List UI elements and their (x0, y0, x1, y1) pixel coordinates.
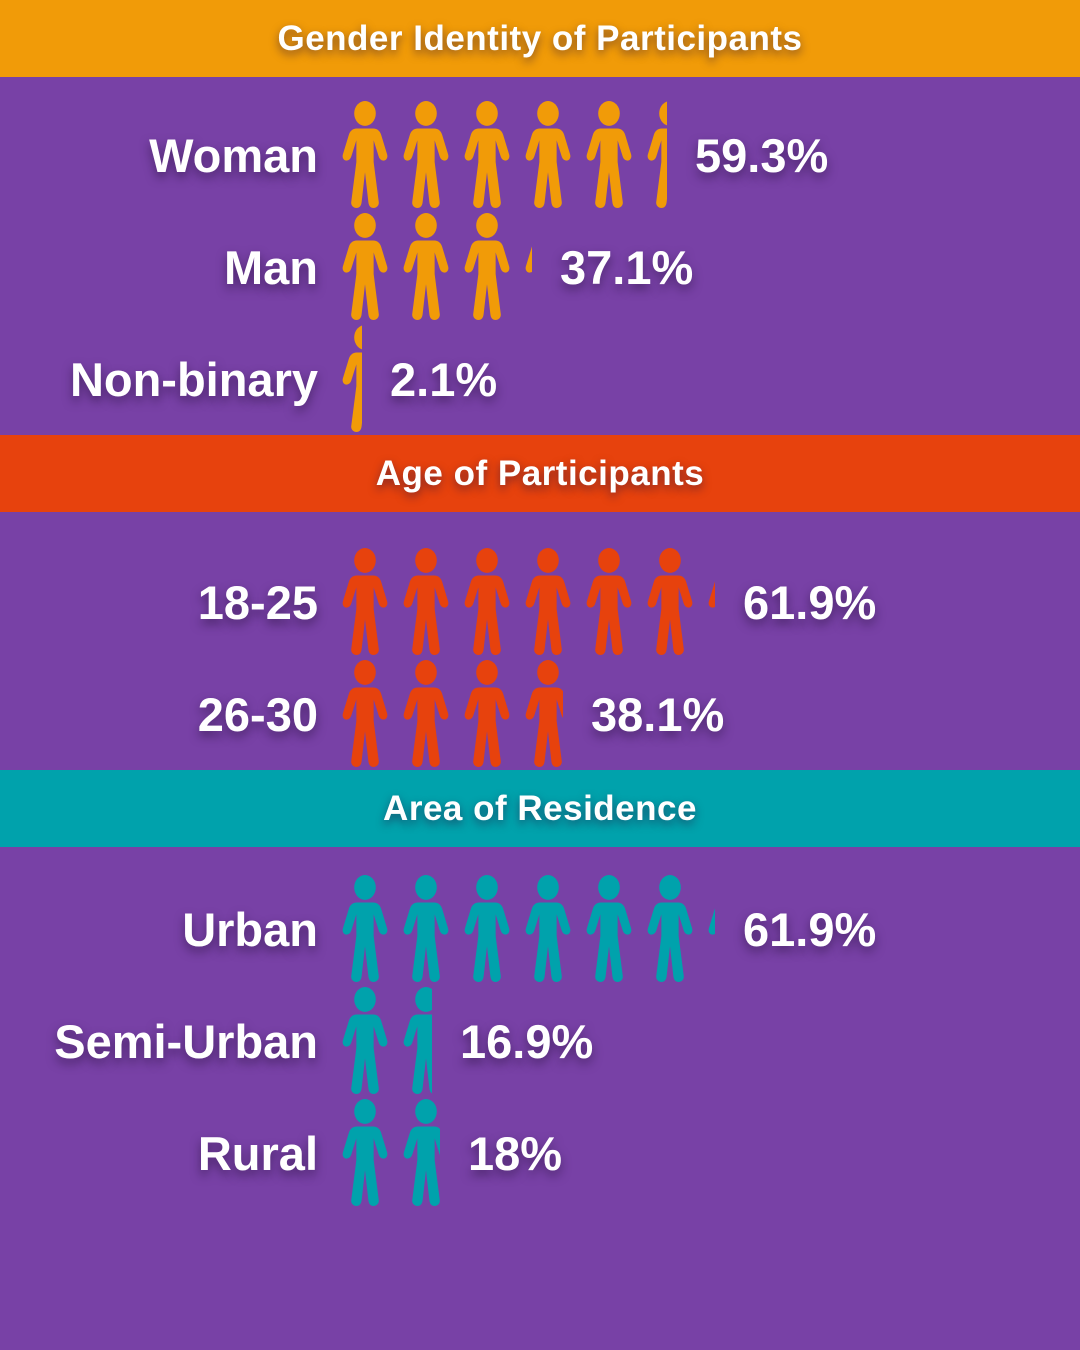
section-header-gender: Gender Identity of Participants (0, 0, 1080, 77)
person-icon-partial (399, 987, 432, 1095)
row-label: 26-30 (197, 687, 318, 741)
pictogram-icons (338, 987, 432, 1095)
section-header-area: Area of Residence (0, 770, 1080, 847)
row-label: 18-25 (197, 575, 318, 629)
pictogram-row-18-25: 18-25 61.9% (0, 546, 1080, 658)
person-icon-partial (521, 660, 563, 768)
person-icon (460, 101, 514, 209)
section-header-age: Age of Participants (0, 435, 1080, 512)
person-icon (582, 548, 636, 656)
row-value: 16.9% (460, 1014, 594, 1068)
row-value: 59.3% (695, 128, 829, 182)
row-value: 61.9% (743, 575, 877, 629)
person-icon-partial (704, 548, 715, 656)
person-icon (521, 875, 575, 983)
person-icon (460, 548, 514, 656)
pictogram-icons (338, 660, 563, 768)
pictogram-row-man: Man 37.1% (0, 211, 1080, 323)
section-title: Area of Residence (383, 788, 697, 828)
pictogram-icons (338, 101, 667, 209)
row-label: Rural (197, 1126, 318, 1180)
person-icon (643, 548, 697, 656)
person-icon (338, 987, 392, 1095)
pictogram-icons (338, 325, 362, 433)
pictogram-icons (338, 548, 715, 656)
person-icon-partial (704, 875, 715, 983)
person-icon (338, 548, 392, 656)
person-icon (399, 213, 453, 321)
person-icon (399, 548, 453, 656)
row-value: 18% (468, 1126, 563, 1180)
row-label: Woman (149, 128, 318, 182)
person-icon (521, 101, 575, 209)
person-icon (338, 213, 392, 321)
person-icon (338, 660, 392, 768)
row-label: Man (224, 240, 318, 294)
person-icon (338, 875, 392, 983)
pictogram-row-semi-urban: Semi-Urban 16.9% (0, 985, 1080, 1097)
person-icon (582, 875, 636, 983)
pictogram-row-26-30: 26-30 38.1% (0, 658, 1080, 770)
person-icon (460, 660, 514, 768)
person-icon-partial (338, 325, 362, 433)
person-icon (460, 875, 514, 983)
row-value: 38.1% (591, 687, 725, 741)
person-icon-partial (643, 101, 667, 209)
row-label: Urban (182, 902, 318, 956)
person-icon (399, 875, 453, 983)
pictogram-icons (338, 875, 715, 983)
person-icon (399, 660, 453, 768)
pictogram-rows: 18-25 61.9% 26-30 38.1% (0, 512, 1080, 770)
pictogram-rows: Urban 61.9% Semi-Urban 16.9% Rural 18% (0, 847, 1080, 1209)
row-value: 2.1% (390, 352, 498, 406)
person-icon (643, 875, 697, 983)
pictogram-row-woman: Woman 59.3% (0, 99, 1080, 211)
row-label: Semi-Urban (54, 1014, 318, 1068)
person-icon-partial (521, 213, 532, 321)
pictogram-row-urban: Urban 61.9% (0, 873, 1080, 985)
section-title: Gender Identity of Participants (277, 18, 803, 58)
person-icon (521, 548, 575, 656)
row-value: 61.9% (743, 902, 877, 956)
person-icon (460, 213, 514, 321)
pictogram-icons (338, 213, 532, 321)
person-icon (399, 101, 453, 209)
section-age: Age of Participants 18-25 61.9% 26-30 38… (0, 435, 1080, 770)
section-title: Age of Participants (375, 453, 705, 493)
person-icon (338, 101, 392, 209)
pictogram-row-non-binary: Non-binary 2.1% (0, 323, 1080, 435)
section-gender-identity: Gender Identity of Participants Woman 59… (0, 0, 1080, 435)
pictogram-rows: Woman 59.3% Man 37.1% Non-binary 2.1% (0, 77, 1080, 435)
section-area-of-residence: Area of Residence Urban 61.9% Semi-Urban… (0, 770, 1080, 1209)
person-icon-partial (399, 1099, 440, 1207)
pictogram-icons (338, 1099, 440, 1207)
row-label: Non-binary (69, 352, 318, 406)
person-icon (582, 101, 636, 209)
row-value: 37.1% (560, 240, 694, 294)
pictogram-row-rural: Rural 18% (0, 1097, 1080, 1209)
person-icon (338, 1099, 392, 1207)
